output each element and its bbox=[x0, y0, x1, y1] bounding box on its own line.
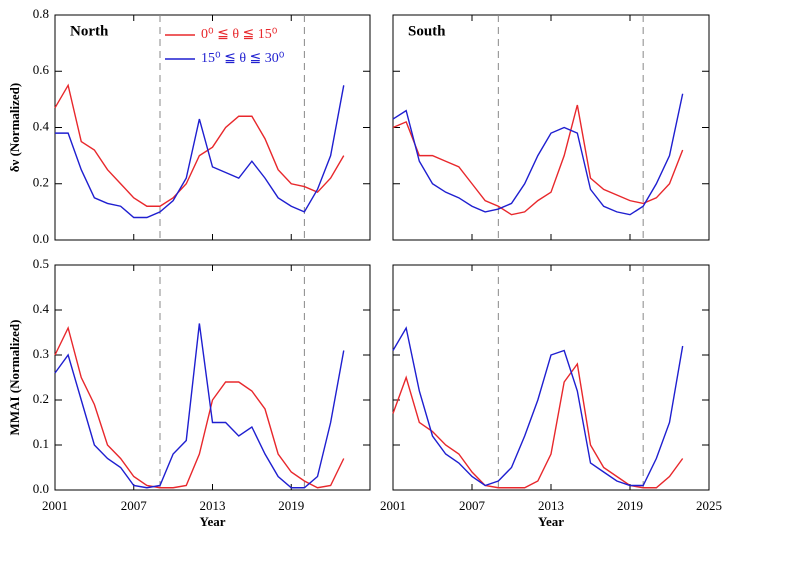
legend-label: 0⁰ ≦ θ ≦ 15⁰ bbox=[201, 27, 278, 42]
series-line bbox=[392, 326, 684, 487]
y-tick-label: 0.3 bbox=[33, 346, 49, 361]
y-tick-label: 0.0 bbox=[33, 231, 49, 246]
y-axis-label: δν (Normalized) bbox=[7, 83, 22, 172]
x-tick-label: 2013 bbox=[200, 498, 226, 513]
series-line bbox=[55, 85, 345, 219]
series-line bbox=[54, 323, 345, 489]
series-line bbox=[54, 83, 345, 207]
y-tick-label: 0.2 bbox=[33, 391, 49, 406]
x-tick-label: 2001 bbox=[42, 498, 68, 513]
panel-title: North bbox=[70, 23, 109, 39]
plot-frame bbox=[392, 14, 710, 241]
x-axis-label: Year bbox=[200, 514, 226, 529]
y-tick-label: 0.5 bbox=[33, 256, 49, 271]
y-tick-label: 0.0 bbox=[33, 481, 49, 496]
series-line bbox=[392, 104, 684, 216]
x-tick-label: 2025 bbox=[696, 498, 722, 513]
x-tick-label: 2019 bbox=[278, 498, 304, 513]
plot-frame bbox=[392, 264, 710, 491]
x-tick-label: 2001 bbox=[380, 498, 406, 513]
plot-frame bbox=[54, 14, 371, 241]
panel-title: South bbox=[408, 23, 446, 39]
series-line bbox=[54, 326, 345, 489]
y-tick-label: 0.4 bbox=[33, 301, 50, 316]
series-line bbox=[392, 93, 684, 216]
x-tick-label: 2013 bbox=[538, 498, 564, 513]
x-tick-label: 2007 bbox=[121, 498, 148, 513]
y-tick-label: 0.6 bbox=[33, 62, 50, 77]
series-line bbox=[392, 362, 684, 489]
y-tick-label: 0.4 bbox=[33, 118, 50, 133]
x-axis-label: Year bbox=[538, 514, 564, 529]
y-axis-label: MMAI (Normalized) bbox=[7, 320, 22, 436]
y-tick-label: 0.1 bbox=[33, 436, 49, 451]
y-tick-label: 0.8 bbox=[33, 6, 49, 21]
legend-label: 15⁰ ≦ θ ≦ 30⁰ bbox=[201, 51, 285, 66]
x-tick-label: 2019 bbox=[617, 498, 643, 513]
x-tick-label: 2007 bbox=[459, 498, 486, 513]
y-tick-label: 0.2 bbox=[33, 175, 49, 190]
